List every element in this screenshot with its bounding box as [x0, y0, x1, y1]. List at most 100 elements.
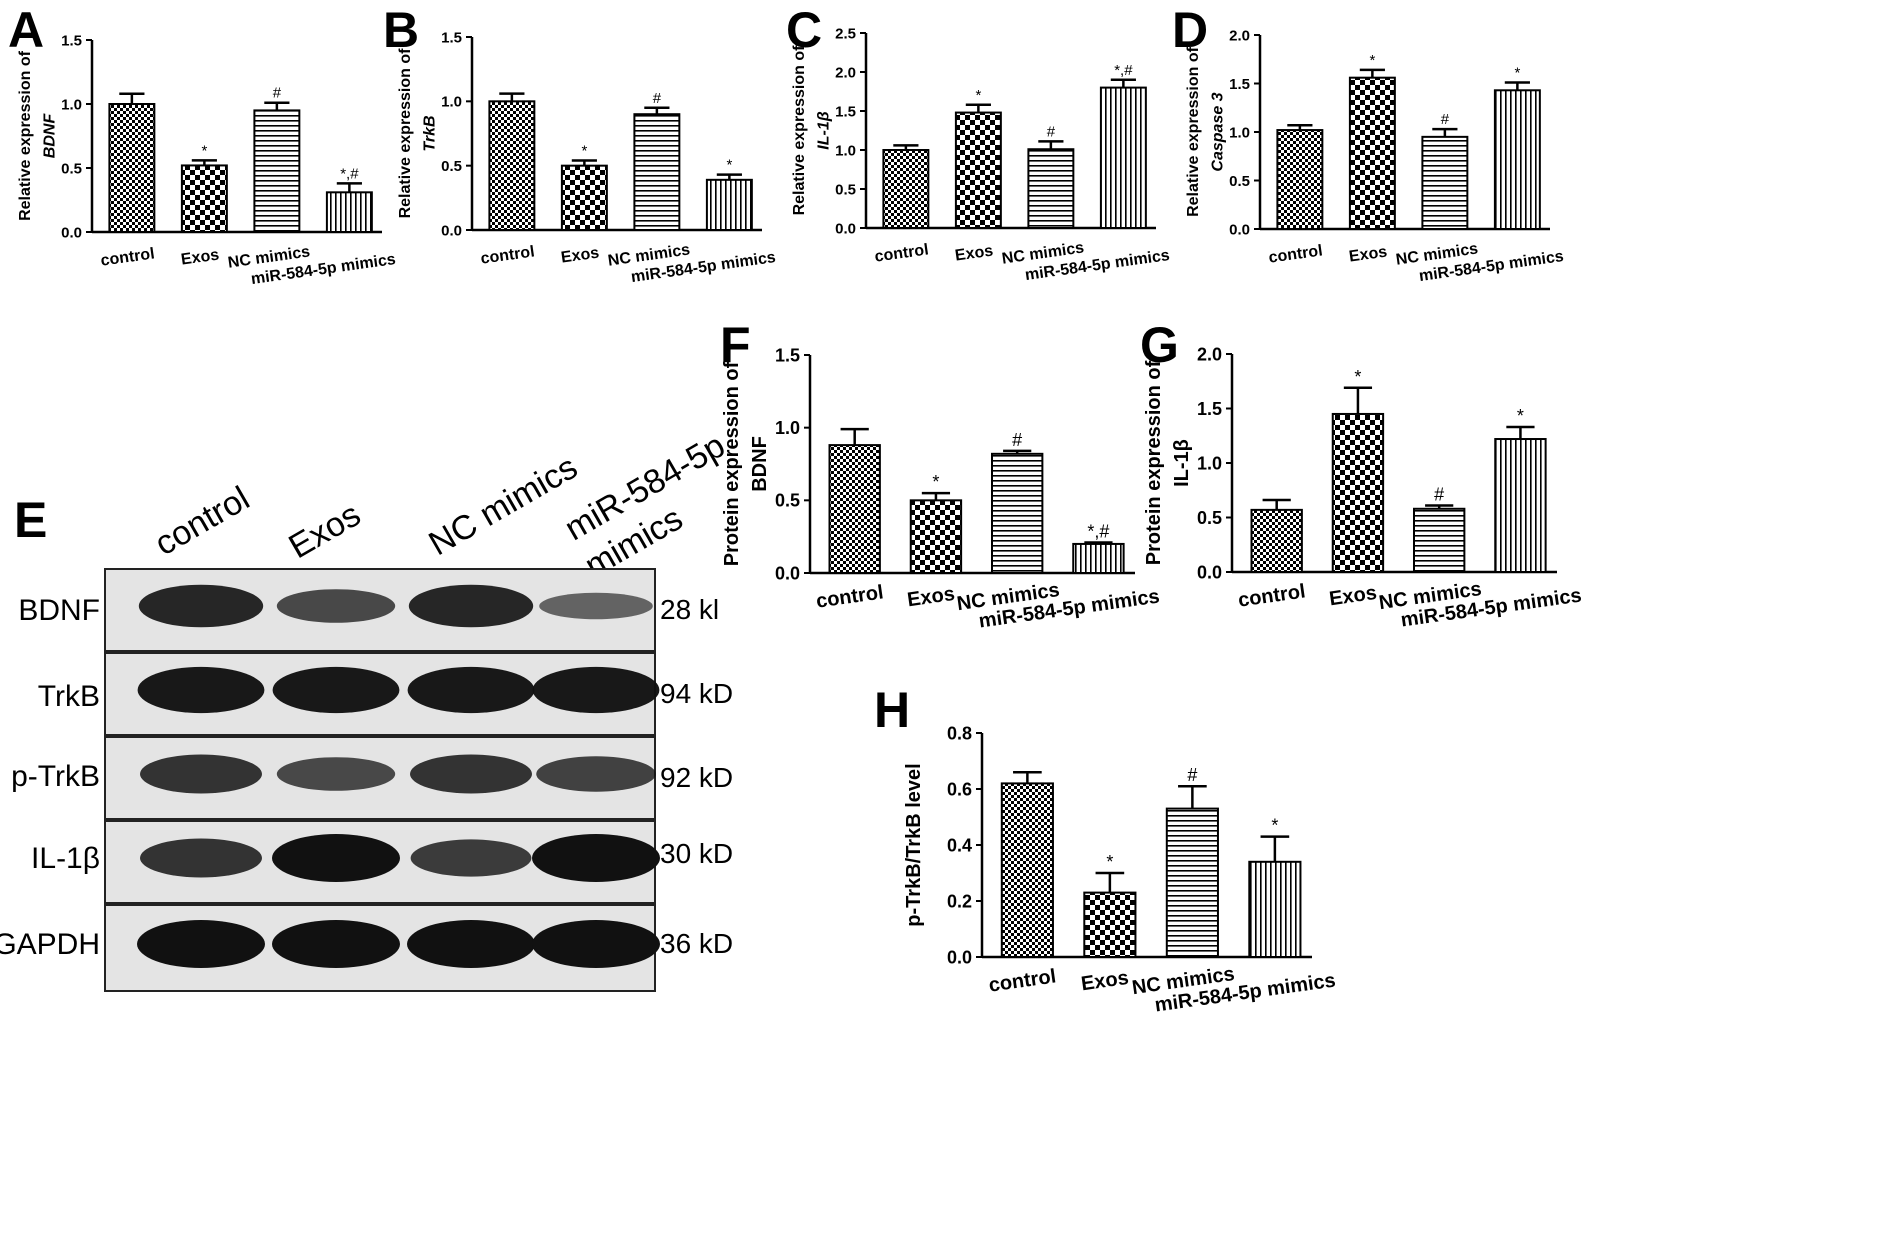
y-tick-label: 1.0	[1229, 124, 1250, 141]
band	[407, 920, 535, 968]
significance-label: #	[1012, 430, 1022, 450]
y-tick-label: 0.0	[775, 563, 800, 583]
bar-mir-584-5p-mimics	[1494, 438, 1547, 573]
band	[272, 920, 400, 968]
band	[140, 754, 262, 794]
panel-letter-f: F	[720, 317, 751, 373]
bar-mir-584-5p-mimics	[325, 191, 373, 234]
bar-exos	[909, 499, 963, 575]
y-tick-label: 1.0	[835, 142, 856, 159]
y-tick-label: 0.0	[1229, 221, 1250, 238]
y-tick-label: 2.0	[835, 64, 856, 81]
significance-label: *	[1369, 52, 1375, 69]
significance-label: *	[1354, 367, 1361, 387]
significance-label: *	[932, 472, 939, 492]
bands-bdnf	[106, 570, 654, 650]
y-axis-label-gene: BDNF	[41, 113, 58, 159]
y-tick-label: 0.5	[775, 491, 800, 511]
y-tick-label: 0.0	[441, 222, 462, 239]
bar-exos	[954, 111, 1002, 229]
y-tick-label: 1.5	[775, 345, 800, 365]
row-label-il-1b: IL-1β	[31, 842, 100, 875]
bar-control	[882, 149, 930, 229]
size-label-il-1b: 30 kD	[660, 838, 734, 869]
bands-gapdh	[106, 906, 660, 990]
bands-il-1b	[106, 822, 660, 902]
size-label-p-trkb: 92 kD	[660, 762, 734, 793]
y-tick-label: 0.0	[1197, 562, 1222, 582]
y-axis-label: Protein expression of	[1143, 360, 1165, 565]
bar-nc-mimics	[1413, 507, 1466, 573]
bar-exos	[180, 164, 228, 233]
bar-mir-584-5p-mimics	[1248, 860, 1302, 958]
y-axis-label: Relative expression of	[1185, 46, 1202, 217]
significance-label: *	[1517, 406, 1524, 426]
bar-nc-mimics	[1027, 148, 1075, 229]
significance-label: #	[653, 90, 662, 107]
y-tick-label: 0.0	[947, 947, 972, 967]
band	[272, 666, 400, 714]
bar-nc-mimics	[991, 452, 1044, 574]
y-tick-label: 2.5	[835, 25, 856, 42]
bands-trkb	[106, 654, 660, 734]
bar-control	[1000, 782, 1054, 959]
blot-row-p-trkb	[104, 736, 656, 820]
significance-label: *	[1271, 816, 1278, 836]
y-tick-label: 0.0	[835, 220, 856, 237]
panel-letter-g: G	[1140, 317, 1179, 373]
y-axis-label: Protein expression of	[721, 361, 743, 566]
y-axis-label-gene: BDNF	[749, 436, 771, 492]
y-tick-label: 1.5	[1197, 399, 1222, 419]
significance-label: *	[581, 143, 587, 160]
band	[272, 834, 400, 882]
y-tick-label: 1.0	[1197, 453, 1222, 473]
band	[276, 757, 396, 791]
y-tick-label: 0.5	[1197, 508, 1222, 528]
band	[532, 834, 660, 882]
y-tick-label: 1.5	[441, 29, 462, 46]
panel-letter-h: H	[874, 682, 911, 738]
band	[407, 666, 535, 714]
band	[137, 920, 265, 968]
x-tick-label: Exos	[1080, 967, 1130, 995]
bar-exos	[560, 164, 608, 232]
band	[276, 589, 396, 623]
row-label-trkb: TrkB	[37, 680, 100, 713]
band	[539, 592, 653, 620]
y-tick-label: 1.5	[835, 103, 856, 120]
y-tick-label: 0.6	[947, 779, 972, 799]
row-label-bdnf: BDNF	[18, 594, 100, 627]
y-tick-label: 0.8	[947, 723, 972, 743]
size-label-trkb: 94 kD	[660, 678, 734, 709]
significance-label: *,#	[1114, 62, 1133, 79]
significance-label: *	[726, 157, 732, 174]
bands-p-trkb	[106, 738, 656, 818]
y-tick-label: 1.0	[61, 96, 82, 113]
y-axis-label: Relative expression of	[791, 45, 808, 216]
bar-control	[488, 100, 536, 232]
bar-exos	[1083, 891, 1137, 958]
x-tick-label: Exos	[954, 242, 994, 264]
y-tick-label: 0.5	[441, 158, 462, 175]
row-label-p-trkb: p-TrkB	[11, 760, 100, 793]
y-tick-label: 0.4	[947, 835, 972, 855]
panel-letter-b: B	[383, 2, 420, 58]
bar-nc-mimics	[253, 109, 301, 233]
bar-mir-584-5p-mimics	[1072, 542, 1125, 575]
y-tick-label: 0.5	[61, 160, 82, 177]
significance-label: *	[1514, 65, 1520, 82]
band	[410, 839, 532, 877]
y-tick-label: 2.0	[1197, 344, 1222, 364]
band	[408, 584, 534, 628]
y-axis-label-gene: IL-1β	[1171, 439, 1193, 487]
significance-label: *	[1106, 852, 1113, 872]
significance-label: *	[201, 142, 207, 159]
bar-mir-584-5p-mimics	[1493, 89, 1541, 231]
y-tick-label: 1.5	[61, 32, 82, 49]
bar-mir-584-5p-mimics	[1099, 86, 1147, 229]
